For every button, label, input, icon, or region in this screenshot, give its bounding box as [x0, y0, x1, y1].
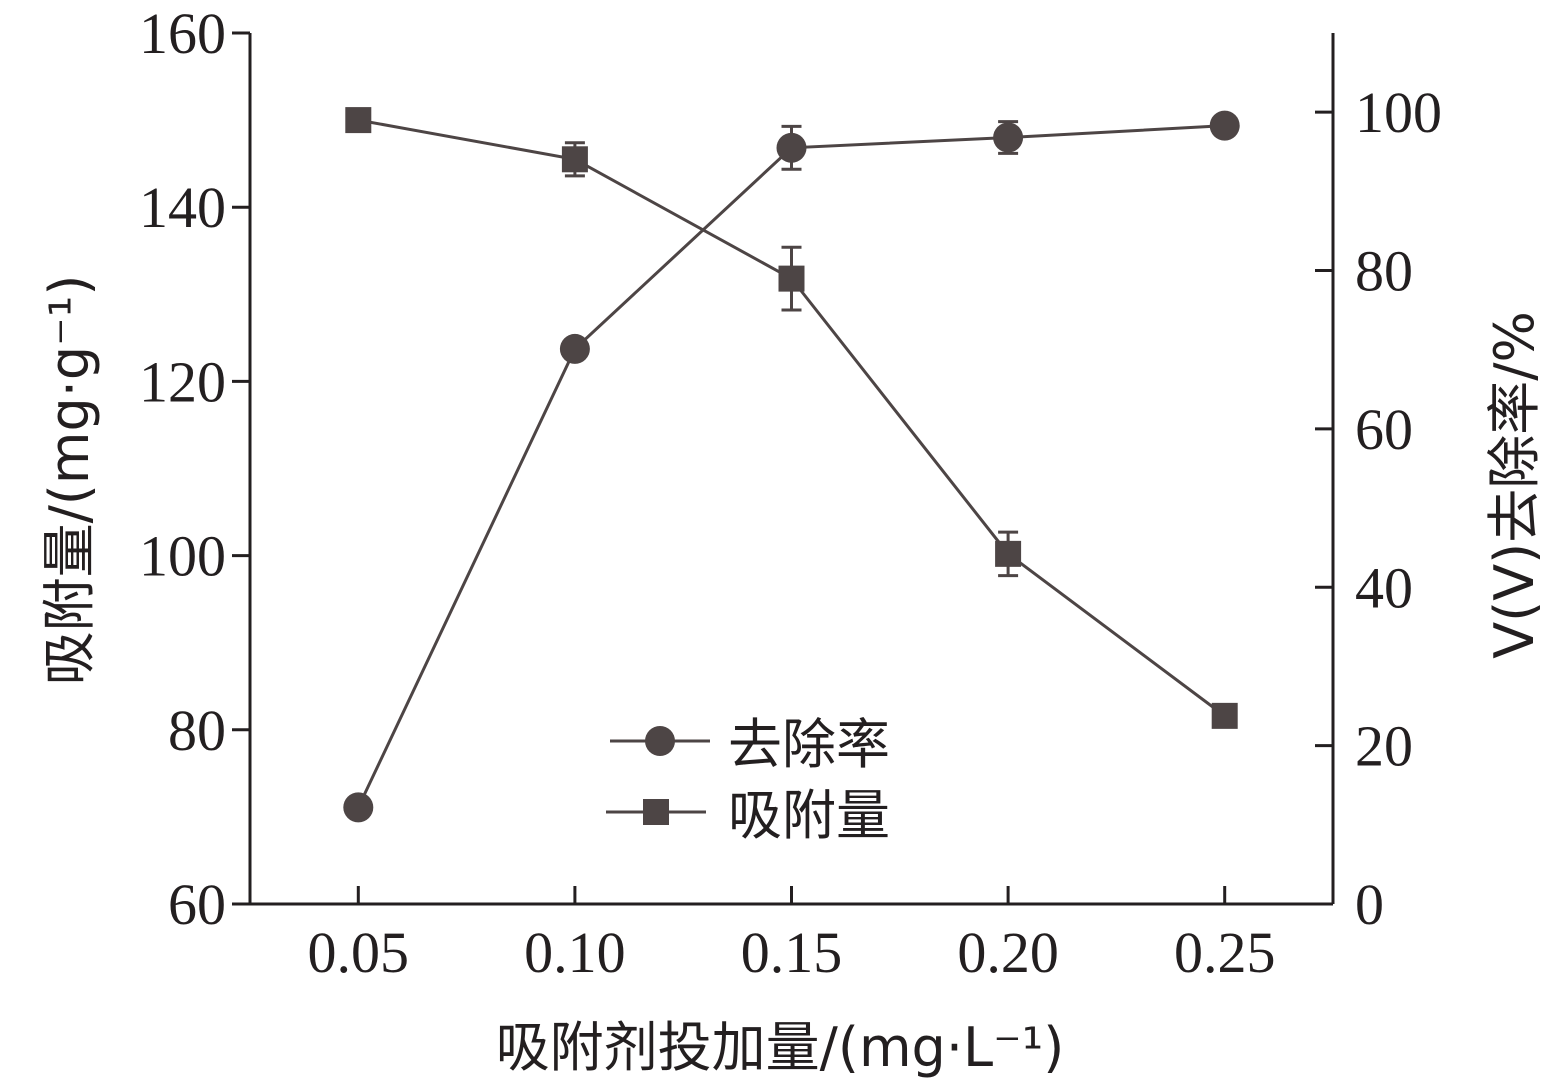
legend-entry-adsorption: 吸附量 — [606, 784, 890, 847]
plot-area — [343, 107, 1240, 823]
data-point-adsorption — [561, 146, 588, 173]
right-y-axis-title: V(V)去除率/% — [1483, 311, 1546, 659]
right-y-tick-label: 0 — [1355, 872, 1384, 937]
right-y-tick-label: 100 — [1355, 80, 1442, 145]
left-y-tick-label: 100 — [139, 524, 226, 589]
left-y-tick-label: 60 — [168, 872, 226, 937]
right-y-tick-label: 20 — [1355, 714, 1413, 779]
legend-label-adsorption: 吸附量 — [728, 784, 890, 847]
x-tick-label: 0.25 — [1174, 920, 1276, 985]
data-point-adsorption — [995, 540, 1022, 567]
x-tick-label: 0.20 — [957, 920, 1059, 985]
data-point-removal-rate — [343, 792, 374, 823]
legend-entry-removal-rate: 去除率 — [610, 713, 890, 776]
data-point-adsorption — [1211, 702, 1238, 729]
right-y-tick-label: 60 — [1355, 397, 1413, 462]
x-tick-label: 0.10 — [524, 920, 626, 985]
right-y-tick-label: 80 — [1355, 239, 1413, 304]
ticks: 60 80 100 120 140 160 0 20 40 60 80 100 0.05 0.10 0.15… — [139, 1, 1442, 985]
left-y-tick-label: 120 — [139, 349, 226, 414]
data-point-adsorption — [778, 265, 805, 292]
data-point-removal-rate — [1209, 110, 1240, 141]
data-point-removal-rate — [776, 132, 807, 163]
right-y-tick-label: 40 — [1355, 555, 1413, 620]
data-point-adsorption — [345, 107, 372, 134]
legend-marker-circle — [645, 726, 675, 756]
left-y-tick-label: 80 — [168, 698, 226, 763]
legend: 去除率 吸附量 — [606, 713, 890, 847]
legend-label-removal-rate: 去除率 — [728, 713, 890, 776]
legend-marker-square — [643, 799, 669, 825]
data-point-removal-rate — [993, 122, 1024, 153]
x-tick-label: 0.05 — [308, 920, 410, 985]
left-y-axis-title: 吸附量/(mg·g⁻¹) — [38, 275, 101, 686]
x-tick-label: 0.15 — [741, 920, 843, 985]
left-y-tick-label: 140 — [139, 175, 226, 240]
data-point-removal-rate — [559, 333, 590, 364]
series-line-adsorption — [358, 118, 1226, 718]
left-y-tick-label: 160 — [139, 1, 226, 66]
x-axis-title: 吸附剂投加量/(mg·L⁻¹) — [496, 1016, 1065, 1079]
series-line-removal-rate — [356, 124, 1225, 809]
